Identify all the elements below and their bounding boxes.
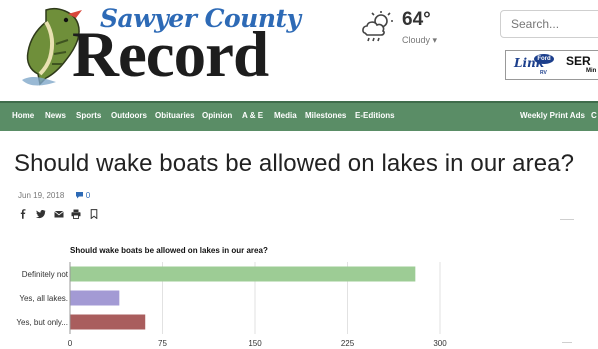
nav-obituaries[interactable]: Obituaries bbox=[155, 111, 195, 120]
category-label: Yes, but only... bbox=[16, 318, 68, 327]
bar[interactable] bbox=[70, 266, 416, 282]
comment-count: 0 bbox=[85, 191, 91, 200]
x-tick-label: 225 bbox=[341, 339, 355, 348]
article-meta: Jun 19, 2018 0 bbox=[18, 191, 90, 200]
chevron-down-icon: ▾ bbox=[432, 35, 438, 45]
comments-link[interactable]: 0 bbox=[75, 191, 91, 200]
twitter-icon[interactable] bbox=[36, 209, 46, 219]
partly-cloudy-rain-icon bbox=[362, 11, 393, 42]
print-icon[interactable] bbox=[71, 209, 81, 219]
nav-sports[interactable]: Sports bbox=[76, 111, 102, 120]
nav-overflow-item[interactable]: C bbox=[591, 111, 597, 120]
nav-weekly-print-ads[interactable]: Weekly Print Ads bbox=[520, 111, 585, 120]
poll-chart: Should wake boats be allowed on lakes in… bbox=[0, 240, 598, 349]
weather-widget[interactable]: 64° Cloudy ▾ bbox=[360, 8, 470, 48]
banner-ad[interactable]: Link Ford RV SER Min bbox=[505, 50, 598, 80]
chart-title: Should wake boats be allowed on lakes in… bbox=[70, 246, 268, 255]
logo-text-top: Sawyer County bbox=[100, 4, 301, 33]
muskie-fish-icon bbox=[22, 8, 82, 86]
nav-media[interactable]: Media bbox=[274, 111, 297, 120]
x-tick-label: 0 bbox=[68, 339, 73, 348]
weather-temperature: 64° bbox=[402, 9, 431, 30]
bookmark-icon[interactable] bbox=[89, 209, 99, 219]
article-date: Jun 19, 2018 bbox=[18, 191, 65, 200]
ad-subtext: Min bbox=[586, 68, 597, 74]
poll-chart-svg: Should wake boats be allowed on lakes in… bbox=[16, 246, 447, 348]
main-nav: Home News Sports Outdoors Obituaries Opi… bbox=[0, 101, 598, 131]
nav-opinion[interactable]: Opinion bbox=[202, 111, 233, 120]
ad-subtext-left: RV bbox=[540, 70, 547, 76]
bar[interactable] bbox=[70, 290, 120, 306]
nav-milestones[interactable]: Milestones bbox=[305, 111, 347, 120]
nav-ae[interactable]: A & E bbox=[242, 111, 264, 120]
comment-bubble-icon bbox=[75, 192, 83, 199]
nav-e-editions[interactable]: E-Editions bbox=[355, 111, 395, 120]
nav-news[interactable]: News bbox=[45, 111, 66, 120]
x-tick-label: 300 bbox=[433, 339, 447, 348]
search-input[interactable] bbox=[500, 10, 598, 38]
email-icon[interactable] bbox=[54, 209, 64, 219]
article-title: Should wake boats be allowed on lakes in… bbox=[14, 150, 575, 177]
divider bbox=[562, 342, 572, 343]
nav-home[interactable]: Home bbox=[12, 111, 35, 120]
ford-logo-icon: Ford bbox=[534, 54, 554, 64]
bar[interactable] bbox=[70, 314, 146, 330]
nav-outdoors[interactable]: Outdoors bbox=[111, 111, 147, 120]
facebook-icon[interactable] bbox=[18, 209, 28, 219]
weather-condition: Cloudy ▾ bbox=[402, 35, 438, 45]
category-label: Definitely not bbox=[22, 270, 69, 279]
x-tick-label: 150 bbox=[248, 339, 262, 348]
divider bbox=[560, 219, 574, 220]
logo-text-main: Record bbox=[72, 19, 269, 91]
ad-headline: SER bbox=[566, 54, 591, 68]
x-tick-label: 75 bbox=[158, 339, 167, 348]
site-logo[interactable]: Sawyer County Record bbox=[16, 4, 301, 88]
category-label: Yes, all lakes. bbox=[19, 294, 68, 303]
